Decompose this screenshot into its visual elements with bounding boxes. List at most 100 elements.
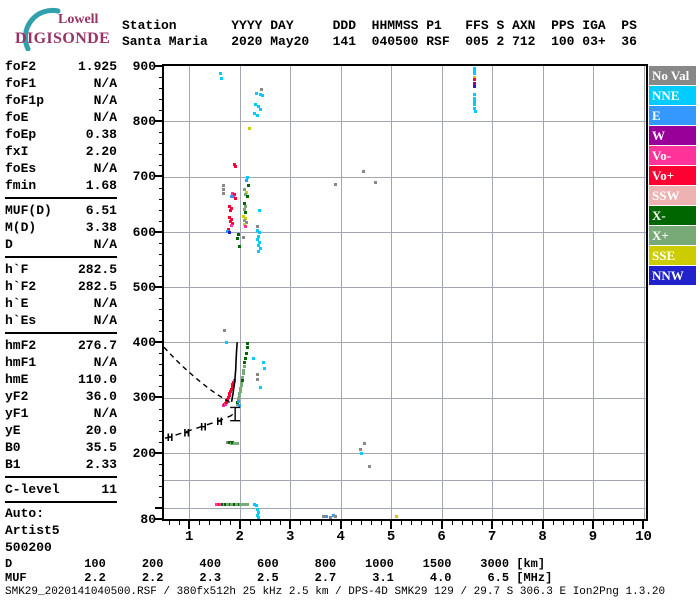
param-divider bbox=[5, 256, 117, 258]
echo-point bbox=[242, 222, 246, 226]
param-value: 2.33 bbox=[85, 457, 117, 472]
param-value: 36.0 bbox=[85, 389, 117, 404]
echo-point bbox=[241, 375, 245, 379]
y-axis-tick bbox=[155, 396, 164, 399]
y-axis-minor-tick bbox=[159, 275, 164, 277]
y-axis-minor-tick bbox=[159, 110, 164, 112]
h-marker: H bbox=[200, 423, 207, 435]
echo-point bbox=[227, 216, 231, 220]
echo-point bbox=[231, 221, 235, 225]
echo-point bbox=[255, 378, 259, 382]
echo-point bbox=[231, 441, 235, 445]
gridline-vertical bbox=[391, 66, 393, 519]
echo-point bbox=[359, 448, 363, 452]
echo-point bbox=[332, 514, 336, 518]
echo-point bbox=[261, 360, 265, 364]
gridline-vertical bbox=[492, 66, 494, 519]
x-axis-minor-tick bbox=[562, 521, 564, 525]
gridline-horizontal bbox=[164, 397, 646, 399]
y-axis-minor-tick bbox=[159, 242, 164, 244]
x-tick-label: 7 bbox=[487, 529, 497, 545]
echo-point bbox=[473, 66, 477, 70]
x-axis-tick bbox=[238, 521, 241, 529]
param-row: yE 20.0 bbox=[5, 422, 117, 439]
param-row: hmF1 N/A bbox=[5, 354, 117, 371]
echo-point bbox=[258, 240, 262, 244]
echo-point bbox=[243, 224, 247, 228]
echo-point bbox=[256, 238, 260, 241]
y-tick-label: 300 bbox=[132, 390, 156, 406]
y-axis-minor-tick bbox=[159, 408, 164, 410]
x-tick-label: 8 bbox=[538, 529, 547, 545]
x-axis-minor-tick bbox=[381, 521, 382, 525]
param-label: fxI bbox=[5, 144, 29, 159]
legend-item-w: W bbox=[649, 126, 696, 145]
echo-point bbox=[242, 368, 246, 372]
echo-point bbox=[258, 385, 262, 389]
gridline-horizontal bbox=[164, 508, 646, 509]
param-label: foEp bbox=[5, 127, 37, 142]
echo-point bbox=[373, 180, 377, 184]
echo-point bbox=[334, 182, 338, 186]
x-axis-minor-tick bbox=[280, 521, 282, 525]
y-tick-label: 200 bbox=[132, 445, 156, 461]
param-value: N/A bbox=[93, 406, 117, 421]
echo-point bbox=[361, 169, 365, 173]
legend-item-vo: Vo- bbox=[649, 146, 696, 165]
param-divider bbox=[5, 332, 117, 334]
param-label: B0 bbox=[5, 440, 21, 455]
y-axis-minor-tick bbox=[159, 320, 164, 322]
y-axis-tick bbox=[155, 230, 164, 233]
echo-point bbox=[473, 103, 477, 107]
gridline-horizontal bbox=[164, 121, 646, 123]
param-value: N/A bbox=[93, 313, 117, 328]
param-value: 282.5 bbox=[77, 262, 117, 277]
echo-point bbox=[229, 208, 233, 212]
echo-point bbox=[334, 515, 338, 519]
gridline-vertical bbox=[340, 66, 342, 519]
echo-point bbox=[255, 91, 259, 95]
x-axis-minor-tick bbox=[431, 521, 433, 525]
echo-point bbox=[244, 190, 248, 194]
echo-point bbox=[219, 77, 223, 81]
gridline-horizontal bbox=[164, 452, 646, 454]
header-column-titles: Station YYYY DAY DDD HHMMSS P1 FFS S AXN… bbox=[122, 18, 637, 33]
echo-point bbox=[260, 87, 264, 91]
param-divider bbox=[5, 501, 117, 503]
y-tick-label: 500 bbox=[132, 279, 156, 295]
y-axis-minor-tick bbox=[159, 143, 164, 145]
muf-scale-row: MUF 2.2 2.2 2.3 2.5 2.7 3.1 4.0 6.5 [MHz… bbox=[5, 571, 553, 585]
legend-item-sse: SSE bbox=[649, 246, 696, 265]
echo-point bbox=[235, 441, 239, 445]
param-row: hmF2 276.7 bbox=[5, 337, 117, 354]
echo-point bbox=[473, 69, 477, 73]
logo-digisonde-text: DIGISONDE bbox=[15, 30, 111, 47]
autoscaling-note: Auto: bbox=[5, 506, 45, 521]
echo-point bbox=[325, 514, 328, 518]
x-axis-minor-tick bbox=[633, 521, 635, 525]
echo-point bbox=[368, 464, 372, 468]
param-label: yE bbox=[5, 423, 21, 438]
gridline-vertical bbox=[290, 66, 292, 519]
param-label: foF1 bbox=[5, 76, 37, 91]
echo-point bbox=[243, 208, 247, 212]
echo-point bbox=[237, 403, 241, 407]
echo-point bbox=[237, 394, 241, 398]
param-value: N/A bbox=[93, 161, 117, 176]
gridline-horizontal bbox=[164, 480, 646, 482]
x-axis-minor-tick bbox=[320, 521, 322, 525]
param-label: yF2 bbox=[5, 389, 29, 404]
param-label: C-level bbox=[5, 482, 60, 497]
echo-point bbox=[257, 234, 261, 238]
echo-point bbox=[241, 372, 245, 376]
echo-point bbox=[246, 502, 250, 506]
y-tick-label: 800 bbox=[132, 114, 156, 130]
y-axis-minor-tick bbox=[159, 485, 164, 487]
echo-point bbox=[243, 219, 247, 223]
x-axis-minor-tick bbox=[370, 521, 372, 525]
echo-point bbox=[230, 223, 234, 227]
x-axis-minor-tick bbox=[461, 521, 463, 525]
echo-point bbox=[256, 510, 260, 514]
echo-point bbox=[263, 366, 267, 370]
